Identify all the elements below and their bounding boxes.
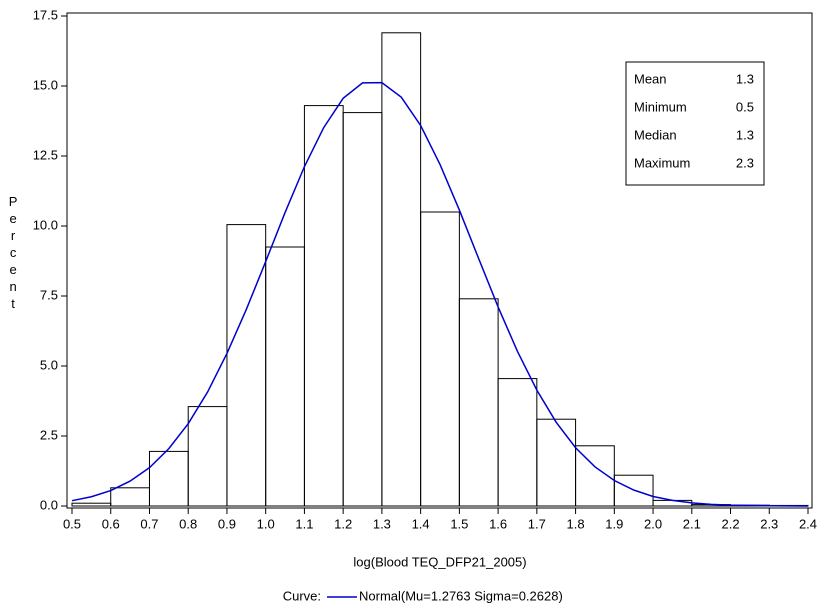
stat-value: 0.5 (736, 99, 754, 114)
legend-title: Curve: (283, 588, 321, 603)
bar (420, 211, 460, 507)
stat-value: 1.3 (736, 127, 754, 142)
x-tick-label: 1.1 (295, 516, 313, 531)
stat-value: 2.3 (736, 155, 754, 170)
x-tick-label: 0.7 (140, 516, 158, 531)
x-tick-label: 1.2 (334, 516, 352, 531)
x-tick-label: 1.7 (528, 516, 546, 531)
bar (381, 32, 422, 507)
y-tick-label: 2.5 (40, 427, 58, 442)
x-tick-label: 2.4 (799, 516, 817, 531)
x-tick-label: 2.1 (683, 516, 701, 531)
bar (110, 487, 150, 507)
stats-box (625, 61, 765, 186)
y-tick-label: 17.5 (33, 7, 58, 22)
stat-label: Median (634, 127, 677, 142)
legend-label: Normal(Mu=1.2763 Sigma=0.2628) (359, 588, 563, 603)
x-tick-label: 2.0 (644, 516, 662, 531)
x-tick-label: 1.0 (257, 516, 275, 531)
y-tick-label: 12.5 (33, 147, 58, 162)
y-tick-label: 10.0 (33, 217, 58, 232)
x-tick-label: 1.4 (412, 516, 430, 531)
bar (536, 418, 577, 507)
bar (148, 450, 189, 507)
x-tick-label: 0.9 (218, 516, 236, 531)
y-tick-label: 7.5 (40, 287, 58, 302)
bar (303, 105, 344, 507)
normal-curve (71, 81, 809, 507)
x-tick-label: 0.5 (63, 516, 81, 531)
x-tick-label: 1.5 (450, 516, 468, 531)
bar (497, 378, 538, 507)
x-tick-label: 2.2 (721, 516, 739, 531)
bar (226, 224, 267, 507)
bar (187, 406, 228, 507)
x-tick-label: 1.3 (373, 516, 391, 531)
y-tick-label: 0.0 (40, 497, 58, 512)
x-tick-label: 1.8 (567, 516, 585, 531)
x-tick-label: 2.3 (760, 516, 778, 531)
x-tick-label: 1.6 (489, 516, 507, 531)
stat-label: Minimum (634, 99, 687, 114)
x-tick-label: 0.6 (102, 516, 120, 531)
bar (458, 298, 499, 507)
bar (652, 499, 693, 507)
y-tick-label: 5.0 (40, 357, 58, 372)
bar (342, 112, 383, 507)
bar (613, 474, 654, 507)
x-tick-label: 0.8 (179, 516, 197, 531)
stat-value: 1.3 (736, 71, 754, 86)
x-axis-label: log(Blood TEQ_DFP21_2005) (353, 554, 526, 569)
bar (71, 502, 112, 507)
y-tick-label: 15.0 (33, 77, 58, 92)
x-tick-label: 1.9 (605, 516, 623, 531)
stat-label: Mean (634, 71, 667, 86)
y-axis-label: Percent (6, 194, 21, 313)
bar (265, 246, 305, 507)
plot-frame (66, 12, 813, 509)
stat-label: Maximum (634, 155, 690, 170)
